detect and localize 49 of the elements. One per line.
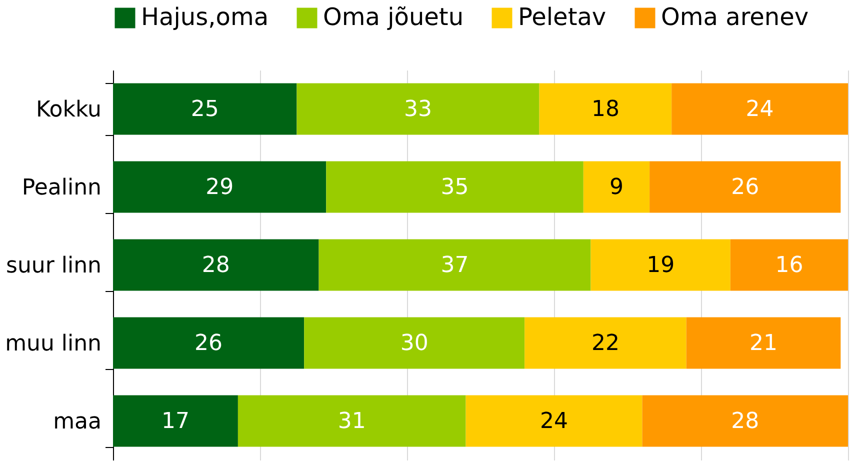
y-tick-label: muu linn [5, 332, 102, 356]
data-label: 19 [646, 253, 675, 278]
data-label: 24 [540, 409, 568, 434]
bar [318, 239, 591, 291]
bar [113, 395, 238, 447]
bar [466, 395, 642, 447]
bar [296, 83, 540, 135]
bar [524, 317, 686, 369]
data-label: 9 [609, 175, 624, 200]
bar [650, 161, 841, 213]
data-label: 31 [338, 409, 366, 434]
bar [672, 83, 848, 135]
legend-label: Oma jõuetu [323, 3, 464, 31]
bar [686, 317, 841, 369]
bar [590, 239, 730, 291]
data-label: 28 [731, 409, 760, 434]
data-label: 18 [591, 97, 620, 122]
bar [304, 317, 525, 369]
legend-label: Oma arenev [661, 3, 809, 31]
y-tick-label: suur linn [6, 254, 102, 278]
bar [113, 83, 297, 135]
data-label: 17 [161, 409, 190, 434]
y-tick-label: Kokku [36, 98, 102, 122]
data-label: 30 [400, 331, 428, 356]
data-label: 28 [202, 253, 230, 278]
data-label: 33 [404, 97, 432, 122]
bar [326, 161, 584, 213]
data-label: 22 [591, 331, 620, 356]
bar [113, 239, 319, 291]
data-label: 26 [194, 331, 223, 356]
data-label: 35 [440, 175, 469, 200]
bar [113, 317, 304, 369]
data-label: 37 [440, 253, 469, 278]
bar [113, 161, 326, 213]
legend-label: Hajus,oma [141, 3, 269, 31]
data-label: 21 [749, 331, 778, 356]
data-label: 25 [190, 97, 219, 122]
data-label: 16 [775, 253, 804, 278]
data-label: 26 [731, 175, 760, 200]
bar [539, 83, 672, 135]
data-label: 24 [746, 97, 774, 122]
bar [238, 395, 466, 447]
bar [730, 239, 848, 291]
bar [642, 395, 848, 447]
bar [583, 161, 650, 213]
data-label: 29 [206, 175, 234, 200]
y-tick-label: Pealinn [22, 176, 102, 200]
legend-label: Peletav [518, 3, 606, 31]
y-tick-label: maa [53, 410, 102, 434]
